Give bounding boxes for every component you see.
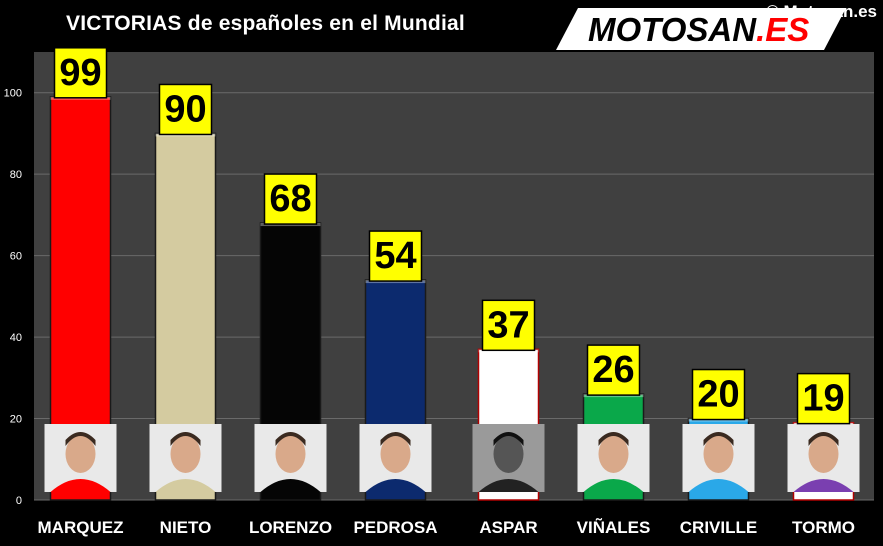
hair-shape (380, 432, 411, 446)
rider-photos (44, 424, 860, 492)
hair-shape (598, 432, 629, 446)
shoulders-shape (793, 479, 854, 492)
data-label-box (796, 372, 851, 425)
x-label-lorenzo: LORENZO (249, 518, 332, 537)
hair-shape (170, 432, 201, 446)
y-tick-label: 20 (10, 414, 22, 426)
face-shape (598, 435, 629, 473)
data-label-box (586, 344, 641, 396)
svg-text:MOTOSAN.ES: MOTOSAN.ES (588, 11, 809, 48)
face-shape (703, 435, 734, 473)
rider-photo-aspar (472, 424, 545, 492)
x-label-nieto: NIETO (160, 518, 212, 537)
data-label-pedrosa: 54 (374, 235, 416, 277)
hair-shape (493, 432, 524, 446)
logo-text: MOTOSAN (588, 11, 757, 48)
face-shape (65, 435, 96, 473)
shoulders-shape (365, 479, 426, 492)
motosan-logo: MOTOSAN.ES (556, 8, 846, 50)
y-tick-label: 60 (10, 251, 22, 263)
rider-photo-lorenzo (254, 424, 327, 492)
rider-photo-tormo (787, 424, 860, 492)
data-label-nieto: 90 (164, 88, 206, 130)
rider-photo-criville (682, 424, 755, 492)
y-tick-label: 80 (10, 169, 22, 181)
data-label-box (481, 299, 536, 352)
y-tick-label: 0 (16, 495, 22, 507)
data-label-lorenzo: 68 (269, 178, 311, 220)
data-label-box (691, 368, 746, 421)
y-tick-label: 40 (10, 332, 22, 344)
rider-photo-nieto (149, 424, 222, 492)
data-label-box (263, 173, 318, 225)
data-label-criville: 20 (697, 374, 739, 416)
rider-photo-pedrosa (359, 424, 432, 492)
data-label-box (368, 230, 423, 282)
face-shape (493, 435, 524, 473)
shoulders-shape (583, 479, 644, 492)
data-label-box (53, 47, 108, 99)
rider-photo-vinales (577, 424, 650, 492)
data-label-aspar: 37 (487, 304, 529, 346)
shoulders-shape (260, 479, 321, 492)
face-shape (170, 435, 201, 473)
y-axis-ticks: 0 20 40 60 80 100 (4, 88, 22, 507)
x-label-vinales: VIÑALES (577, 517, 651, 537)
hair-shape (65, 432, 96, 446)
data-label-marquez: 99 (59, 52, 101, 94)
x-label-criville: CRIVILLE (680, 518, 757, 537)
shoulders-shape (155, 479, 216, 492)
x-label-aspar: ASPAR (479, 518, 537, 537)
shoulders-shape (478, 479, 539, 492)
face-shape (380, 435, 411, 473)
data-label-vinales: 26 (592, 349, 634, 391)
data-label-box (158, 83, 213, 136)
logo-suffix: .ES (756, 11, 809, 48)
shoulders-shape (50, 479, 111, 492)
x-label-marquez: MARQUEZ (38, 518, 124, 537)
face-shape (275, 435, 306, 473)
chart-title: VICTORIAS de españoles en el Mundial (66, 12, 465, 35)
data-labels: 99 90 68 54 37 26 20 19 (53, 47, 851, 425)
face-shape (808, 435, 839, 473)
shoulders-shape (688, 479, 749, 492)
x-label-pedrosa: PEDROSA (353, 518, 437, 537)
y-tick-label: 100 (4, 88, 22, 100)
hair-shape (703, 432, 734, 446)
hair-shape (808, 432, 839, 446)
rider-photo-marquez (44, 424, 117, 492)
hair-shape (275, 432, 306, 446)
data-label-tormo: 19 (802, 378, 844, 420)
x-label-tormo: TORMO (792, 518, 855, 537)
x-axis-labels: MARQUEZ NIETO LORENZO PEDROSA ASPAR VIÑALES CR… (38, 517, 855, 537)
